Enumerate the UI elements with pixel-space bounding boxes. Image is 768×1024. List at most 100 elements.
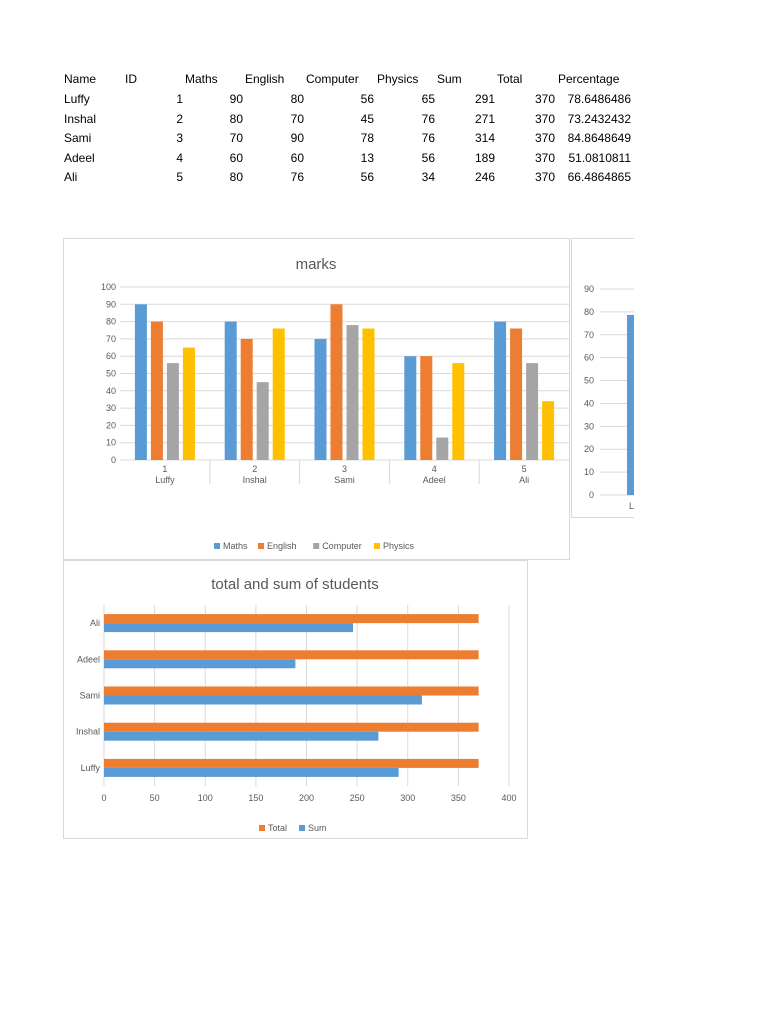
table-cell-physics[interactable]: 76: [421, 131, 435, 146]
bar-total: [104, 758, 479, 768]
table-cell-name[interactable]: Ali: [64, 170, 78, 185]
table-cell-sum[interactable]: 291: [474, 92, 495, 106]
table-cell-percentage[interactable]: 84.8648649: [567, 131, 631, 146]
header-total[interactable]: Total: [497, 72, 523, 86]
header-physics[interactable]: Physics: [377, 72, 419, 86]
table-cell-total[interactable]: 370: [534, 111, 555, 126]
x-tick-label-id: 4: [432, 464, 437, 474]
y-tick-label: Sami: [79, 691, 100, 701]
table-cell-sum[interactable]: 246: [474, 170, 495, 185]
table-cell-total[interactable]: 370: [534, 150, 555, 165]
total-sum-chart[interactable]: total and sum of students 0 50 100 150 200 250…: [63, 560, 528, 839]
bar-total: [104, 614, 479, 624]
header-name[interactable]: Name: [64, 72, 97, 86]
legend-swatch-maths: [214, 543, 220, 549]
bar-maths: [494, 321, 507, 460]
bar-sum: [104, 659, 296, 669]
table-cell-id[interactable]: 1: [176, 92, 183, 106]
legend-label-sum: Sum: [308, 823, 327, 833]
table-cell-sum[interactable]: 314: [474, 131, 495, 146]
table-cell-physics[interactable]: 56: [421, 150, 435, 165]
header-maths[interactable]: Maths: [185, 72, 218, 86]
bar-maths: [314, 338, 327, 460]
bar-maths: [404, 356, 417, 460]
x-tick-label: 400: [501, 793, 516, 803]
table-cell-computer[interactable]: 45: [360, 111, 374, 126]
y-tick-label: Ali: [90, 618, 100, 628]
y-tick-label: 40: [106, 386, 116, 396]
y-tick-label: 50: [584, 376, 594, 386]
y-tick-label: 0: [111, 455, 116, 465]
table-cell-percentage[interactable]: 78.6486486: [567, 92, 631, 106]
x-tick-label: 300: [400, 793, 415, 803]
table-cell-english[interactable]: 76: [290, 170, 304, 185]
y-tick-label: 70: [584, 330, 594, 340]
table-cell-sum[interactable]: 271: [474, 111, 495, 126]
table-cell-english[interactable]: 60: [290, 150, 304, 165]
header-id[interactable]: ID: [125, 72, 137, 86]
legend-swatch-english: [258, 543, 264, 549]
bar-total: [104, 722, 479, 732]
bar-physics: [272, 328, 285, 460]
table-cell-maths[interactable]: 80: [229, 170, 243, 185]
table-cell-computer[interactable]: 56: [360, 170, 374, 185]
table-cell-maths[interactable]: 70: [229, 131, 243, 146]
header-sum[interactable]: Sum: [437, 72, 462, 86]
percentage-chart-partial[interactable]: 0 10 20 30 40 50 60 70 80 90 L: [571, 238, 634, 518]
table-cell-computer[interactable]: 13: [360, 150, 374, 165]
marks-chart[interactable]: marks 0 10 20 30 40 50 60 70 80 90 100 1 Luffy 2 Inshal…: [63, 238, 570, 560]
header-percentage[interactable]: Percentage: [558, 72, 620, 86]
legend-label-total: Total: [268, 823, 287, 833]
y-tick-label: 30: [106, 403, 116, 413]
bar-physics: [182, 347, 195, 460]
x-tick-label-name: Inshal: [243, 475, 267, 485]
bar-computer: [256, 382, 269, 460]
chart-title: total and sum of students: [211, 576, 379, 593]
table-cell-maths[interactable]: 60: [229, 150, 243, 165]
table-cell-english[interactable]: 90: [290, 131, 304, 146]
table-cell-maths[interactable]: 80: [229, 111, 243, 126]
bar-computer: [166, 363, 179, 460]
table-cell-name[interactable]: Sami: [64, 131, 92, 146]
table-cell-id[interactable]: 5: [176, 170, 183, 185]
table-cell-id[interactable]: 3: [176, 131, 183, 146]
table-cell-english[interactable]: 80: [290, 92, 304, 106]
bar-english: [150, 321, 163, 460]
table-cell-maths[interactable]: 90: [229, 92, 243, 106]
bar-physics: [452, 363, 465, 460]
table-cell-computer[interactable]: 56: [360, 92, 374, 106]
table-cell-name[interactable]: Adeel: [64, 150, 95, 165]
x-tick-label-name: Ali: [519, 475, 529, 485]
percentage-chart-svg: 0 10 20 30 40 50 60 70 80 90 L: [584, 284, 634, 511]
table-cell-percentage[interactable]: 66.4864865: [567, 170, 631, 185]
header-english[interactable]: English: [245, 72, 285, 86]
legend-swatch-total: [259, 825, 265, 831]
y-tick-label: 70: [106, 334, 116, 344]
bar-english: [240, 338, 253, 460]
bar-english: [510, 328, 523, 460]
table-cell-id[interactable]: 4: [176, 150, 183, 165]
y-tick-label: 60: [584, 353, 594, 363]
table-cell-physics[interactable]: 65: [421, 92, 435, 106]
table-cell-percentage[interactable]: 51.0810811: [568, 150, 631, 165]
table-cell-total[interactable]: 370: [534, 131, 555, 146]
header-computer[interactable]: Computer: [306, 72, 359, 86]
table-cell-total[interactable]: 370: [534, 92, 555, 106]
table-cell-id[interactable]: 2: [176, 111, 183, 126]
table-cell-english[interactable]: 70: [290, 111, 304, 126]
table-cell-physics[interactable]: 34: [421, 170, 435, 185]
table-cell-computer[interactable]: 78: [360, 131, 374, 146]
table-cell-sum[interactable]: 189: [474, 150, 495, 165]
table-cell-percentage[interactable]: 73.2432432: [567, 111, 631, 126]
table-cell-physics[interactable]: 76: [421, 111, 435, 126]
y-tick-label: 10: [106, 438, 116, 448]
chart-title: marks: [296, 256, 337, 273]
x-tick-label-fragment: L: [629, 501, 634, 511]
table-cell-total[interactable]: 370: [534, 170, 555, 185]
bar-total: [104, 686, 479, 696]
legend-swatch-sum: [299, 825, 305, 831]
x-tick-label: 200: [299, 793, 314, 803]
table-cell-name[interactable]: Inshal: [64, 111, 97, 126]
table-cell-name[interactable]: Luffy: [64, 92, 90, 106]
y-tick-label: 100: [101, 282, 116, 292]
